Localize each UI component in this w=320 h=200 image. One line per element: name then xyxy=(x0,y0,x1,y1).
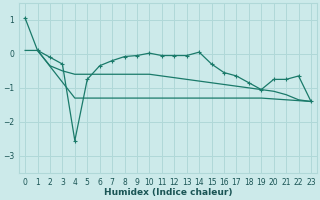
X-axis label: Humidex (Indice chaleur): Humidex (Indice chaleur) xyxy=(104,188,232,197)
